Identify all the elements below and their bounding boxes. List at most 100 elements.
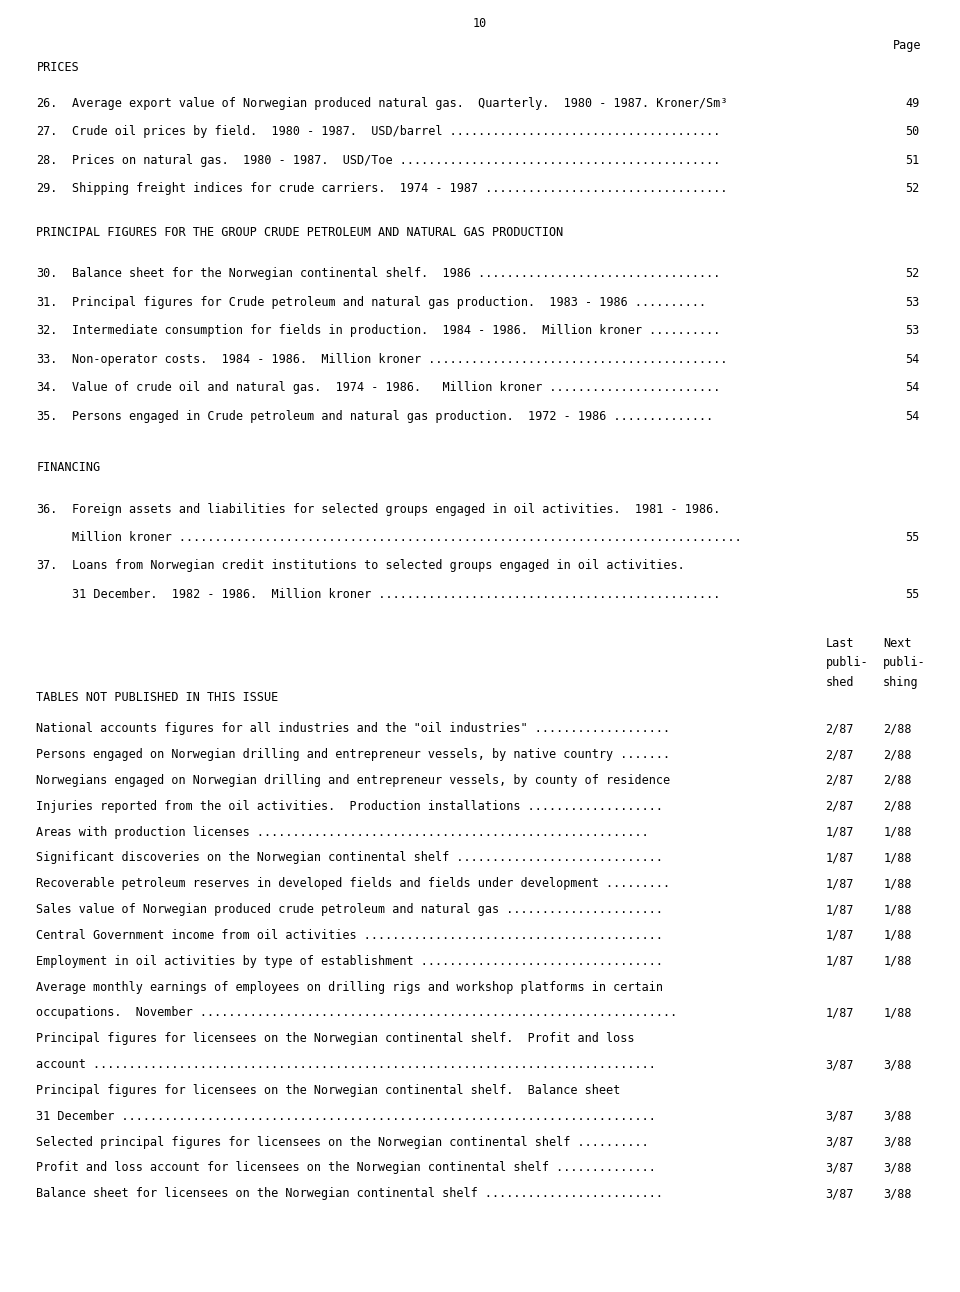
Text: 1/87: 1/87 (826, 903, 854, 916)
Text: Crude oil prices by field.  1980 - 1987.  USD/barrel ...........................: Crude oil prices by field. 1980 - 1987. … (72, 125, 720, 138)
Text: Persons engaged in Crude petroleum and natural gas production.  1972 - 1986 ....: Persons engaged in Crude petroleum and n… (72, 410, 713, 422)
Text: 1/88: 1/88 (883, 929, 912, 942)
Text: 35.: 35. (36, 410, 58, 422)
Text: PRICES: PRICES (36, 61, 80, 74)
Text: TABLES NOT PUBLISHED IN THIS ISSUE: TABLES NOT PUBLISHED IN THIS ISSUE (36, 691, 278, 704)
Text: 54: 54 (905, 410, 920, 422)
Text: Last: Last (826, 637, 854, 650)
Text: Foreign assets and liabilities for selected groups engaged in oil activities.  1: Foreign assets and liabilities for selec… (72, 503, 720, 516)
Text: Balance sheet for the Norwegian continental shelf.  1986 .......................: Balance sheet for the Norwegian continen… (72, 267, 720, 280)
Text: Non-operator costs.  1984 - 1986.  Million kroner ..............................: Non-operator costs. 1984 - 1986. Million… (72, 353, 728, 366)
Text: Recoverable petroleum reserves in developed fields and fields under development : Recoverable petroleum reserves in develo… (36, 877, 671, 890)
Text: 1/88: 1/88 (883, 851, 912, 864)
Text: Next: Next (883, 637, 912, 650)
Text: Principal figures for Crude petroleum and natural gas production.  1983 - 1986 .: Principal figures for Crude petroleum an… (72, 296, 707, 309)
Text: account ........................................................................: account ................................… (36, 1058, 657, 1071)
Text: 31 December.  1982 - 1986.  Million kroner .....................................: 31 December. 1982 - 1986. Million kroner… (72, 588, 720, 601)
Text: 2/88: 2/88 (883, 774, 912, 787)
Text: Persons engaged on Norwegian drilling and entrepreneur vessels, by native countr: Persons engaged on Norwegian drilling an… (36, 748, 671, 761)
Text: 26.: 26. (36, 97, 58, 110)
Text: Balance sheet for licensees on the Norwegian continental shelf .................: Balance sheet for licensees on the Norwe… (36, 1187, 663, 1200)
Text: Shipping freight indices for crude carriers.  1974 - 1987 ......................: Shipping freight indices for crude carri… (72, 182, 728, 195)
Text: 36.: 36. (36, 503, 58, 516)
Text: publi-: publi- (883, 656, 926, 669)
Text: Value of crude oil and natural gas.  1974 - 1986.   Million kroner .............: Value of crude oil and natural gas. 1974… (72, 381, 720, 394)
Text: 27.: 27. (36, 125, 58, 138)
Text: publi-: publi- (826, 656, 869, 669)
Text: 1/87: 1/87 (826, 877, 854, 890)
Text: 37.: 37. (36, 559, 58, 572)
Text: Average monthly earnings of employees on drilling rigs and workshop platforms in: Average monthly earnings of employees on… (36, 981, 663, 994)
Text: 2/88: 2/88 (883, 722, 912, 735)
Text: 1/88: 1/88 (883, 1006, 912, 1019)
Text: 28.: 28. (36, 154, 58, 167)
Text: 3/88: 3/88 (883, 1187, 912, 1200)
Text: 1/87: 1/87 (826, 955, 854, 968)
Text: occupations.  November .........................................................: occupations. November ..................… (36, 1006, 678, 1019)
Text: 1/87: 1/87 (826, 929, 854, 942)
Text: Page: Page (893, 39, 922, 52)
Text: Injuries reported from the oil activities.  Production installations ...........: Injuries reported from the oil activitie… (36, 800, 663, 813)
Text: Sales value of Norwegian produced crude petroleum and natural gas ..............: Sales value of Norwegian produced crude … (36, 903, 663, 916)
Text: 53: 53 (905, 324, 920, 337)
Text: 54: 54 (905, 381, 920, 394)
Text: 31.: 31. (36, 296, 58, 309)
Text: Prices on natural gas.  1980 - 1987.  USD/Toe ..................................: Prices on natural gas. 1980 - 1987. USD/… (72, 154, 720, 167)
Text: 52: 52 (905, 267, 920, 280)
Text: 55: 55 (905, 588, 920, 601)
Text: 3/87: 3/87 (826, 1162, 854, 1174)
Text: 1/88: 1/88 (883, 955, 912, 968)
Text: 51: 51 (905, 154, 920, 167)
Text: 3/88: 3/88 (883, 1110, 912, 1123)
Text: 1/87: 1/87 (826, 826, 854, 839)
Text: 2/88: 2/88 (883, 800, 912, 813)
Text: 30.: 30. (36, 267, 58, 280)
Text: 31 December ....................................................................: 31 December ............................… (36, 1110, 657, 1123)
Text: 52: 52 (905, 182, 920, 195)
Text: 2/87: 2/87 (826, 748, 854, 761)
Text: Average export value of Norwegian produced natural gas.  Quarterly.  1980 - 1987: Average export value of Norwegian produc… (72, 97, 728, 110)
Text: Selected principal figures for licensees on the Norwegian continental shelf ....: Selected principal figures for licensees… (36, 1136, 649, 1149)
Text: 2/87: 2/87 (826, 722, 854, 735)
Text: 2/87: 2/87 (826, 774, 854, 787)
Text: 2/87: 2/87 (826, 800, 854, 813)
Text: shed: shed (826, 676, 854, 689)
Text: Employment in oil activities by type of establishment ..........................: Employment in oil activities by type of … (36, 955, 663, 968)
Text: Intermediate consumption for fields in production.  1984 - 1986.  Million kroner: Intermediate consumption for fields in p… (72, 324, 720, 337)
Text: Loans from Norwegian credit institutions to selected groups engaged in oil activ: Loans from Norwegian credit institutions… (72, 559, 684, 572)
Text: 3/87: 3/87 (826, 1110, 854, 1123)
Text: 1/87: 1/87 (826, 851, 854, 864)
Text: 10: 10 (473, 17, 487, 30)
Text: 54: 54 (905, 353, 920, 366)
Text: 34.: 34. (36, 381, 58, 394)
Text: 3/88: 3/88 (883, 1058, 912, 1071)
Text: Principal figures for licensees on the Norwegian continental shelf.  Profit and : Principal figures for licensees on the N… (36, 1032, 635, 1045)
Text: 2/88: 2/88 (883, 748, 912, 761)
Text: Principal figures for licensees on the Norwegian continental shelf.  Balance she: Principal figures for licensees on the N… (36, 1084, 621, 1097)
Text: 50: 50 (905, 125, 920, 138)
Text: Areas with production licenses .................................................: Areas with production licenses .........… (36, 826, 649, 839)
Text: 3/88: 3/88 (883, 1162, 912, 1174)
Text: 3/88: 3/88 (883, 1136, 912, 1149)
Text: 32.: 32. (36, 324, 58, 337)
Text: 49: 49 (905, 97, 920, 110)
Text: PRINCIPAL FIGURES FOR THE GROUP CRUDE PETROLEUM AND NATURAL GAS PRODUCTION: PRINCIPAL FIGURES FOR THE GROUP CRUDE PE… (36, 226, 564, 239)
Text: 1/88: 1/88 (883, 903, 912, 916)
Text: Central Government income from oil activities ..................................: Central Government income from oil activ… (36, 929, 663, 942)
Text: Significant discoveries on the Norwegian continental shelf .....................: Significant discoveries on the Norwegian… (36, 851, 663, 864)
Text: shing: shing (883, 676, 919, 689)
Text: Norwegians engaged on Norwegian drilling and entrepreneur vessels, by county of : Norwegians engaged on Norwegian drilling… (36, 774, 671, 787)
Text: National accounts figures for all industries and the "oil industries" ..........: National accounts figures for all indust… (36, 722, 671, 735)
Text: 1/87: 1/87 (826, 1006, 854, 1019)
Text: 1/88: 1/88 (883, 877, 912, 890)
Text: 29.: 29. (36, 182, 58, 195)
Text: 55: 55 (905, 531, 920, 544)
Text: 53: 53 (905, 296, 920, 309)
Text: Million kroner .................................................................: Million kroner .........................… (72, 531, 742, 544)
Text: 3/87: 3/87 (826, 1187, 854, 1200)
Text: Profit and loss account for licensees on the Norwegian continental shelf .......: Profit and loss account for licensees on… (36, 1162, 657, 1174)
Text: 33.: 33. (36, 353, 58, 366)
Text: 1/88: 1/88 (883, 826, 912, 839)
Text: FINANCING: FINANCING (36, 461, 101, 474)
Text: 3/87: 3/87 (826, 1058, 854, 1071)
